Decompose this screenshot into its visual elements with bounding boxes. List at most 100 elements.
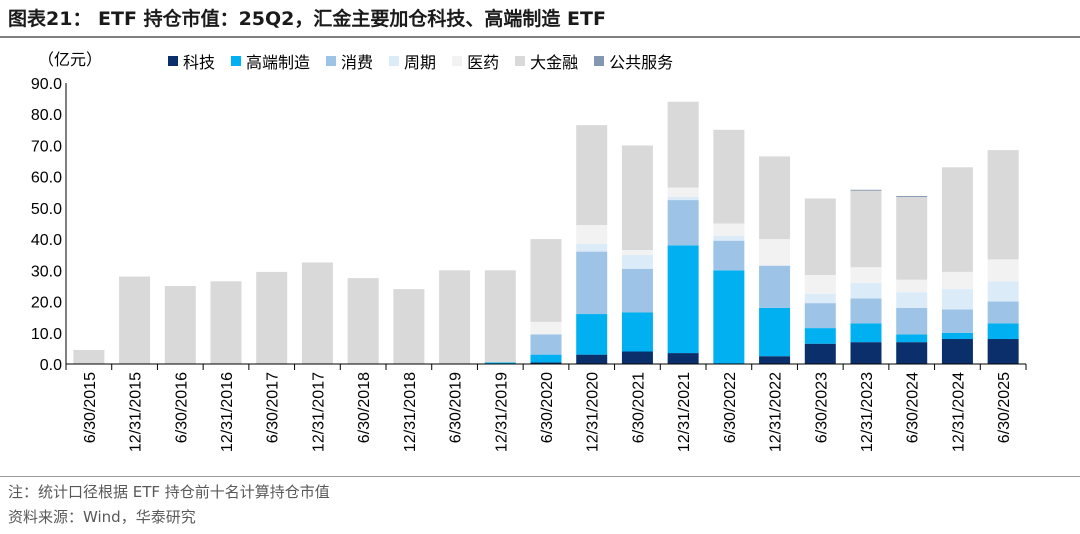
bar-segment — [667, 196, 699, 201]
bar-segment — [576, 314, 608, 355]
bar-segment — [621, 250, 653, 255]
x-tick-label: 6/30/2021 — [630, 372, 647, 443]
bar-segment — [850, 189, 882, 191]
x-tick-label: 12/31/2020 — [585, 372, 602, 452]
bar-segment — [941, 309, 973, 333]
bar-segment — [804, 293, 836, 304]
x-tick-label: 6/30/2015 — [82, 372, 99, 443]
footer-divider — [0, 476, 1080, 477]
bar-segment — [896, 292, 928, 308]
bar-segment — [759, 156, 791, 240]
bar-segment — [759, 356, 791, 364]
y-tick-label: 80.0 — [31, 107, 62, 124]
bar-segment — [804, 275, 836, 294]
bar-segment — [576, 251, 608, 315]
bar-segment — [850, 298, 882, 324]
bar-segment — [73, 349, 105, 364]
bar-segment — [439, 270, 471, 364]
legend-label: 周期 — [404, 53, 437, 72]
legend-label: 医药 — [467, 53, 500, 72]
legend-item: 科技 — [168, 49, 215, 73]
y-tick-label: 70.0 — [31, 138, 62, 155]
x-tick-label: 6/30/2020 — [539, 372, 556, 443]
y-tick-label: 30.0 — [31, 263, 62, 280]
bar-segment — [850, 342, 882, 364]
bar-segment — [164, 285, 196, 364]
x-tick-label: 12/31/2018 — [402, 372, 419, 452]
bar-segment — [484, 362, 516, 364]
bar-segment — [484, 270, 516, 363]
bar-segment — [621, 145, 653, 251]
bar-segment — [530, 239, 562, 322]
bar-segment — [621, 351, 653, 364]
legend-swatch — [168, 56, 178, 66]
bar-segment — [941, 339, 973, 364]
y-tick-label: 20.0 — [31, 295, 62, 312]
bar-segment — [941, 289, 973, 310]
x-tick-label: 6/30/2025 — [996, 372, 1013, 443]
bar-segment — [850, 282, 882, 299]
bar-segment — [210, 281, 242, 364]
bar-segment — [530, 321, 562, 335]
bar-segment — [576, 243, 608, 252]
bar-segment — [850, 267, 882, 283]
y-tick-label: 50.0 — [31, 201, 62, 218]
bar-segment — [530, 334, 562, 355]
bar-segment — [667, 187, 699, 197]
x-tick-label: 6/30/2023 — [813, 372, 830, 443]
x-tick-label: 6/30/2022 — [722, 372, 739, 443]
legend-swatch — [594, 56, 605, 66]
bar-segment — [759, 239, 791, 266]
x-tick-label: 6/30/2018 — [356, 372, 373, 443]
bar-segment — [941, 167, 973, 272]
legend-label: 高端制造 — [246, 53, 311, 72]
bar-segment — [804, 198, 836, 276]
bar-segment — [759, 265, 791, 308]
x-tick-label: 12/31/2023 — [859, 372, 876, 452]
bar-segment — [667, 200, 699, 246]
bar-segment — [941, 271, 973, 290]
x-tick-label: 12/31/2022 — [768, 372, 785, 452]
x-tick-label: 6/30/2019 — [448, 372, 465, 443]
bar-segment — [713, 270, 745, 364]
bar-segment — [713, 129, 745, 224]
bar-segment — [896, 307, 928, 335]
bar-segment — [896, 196, 928, 197]
chart-legend: 科技 高端制造 消费 周期 医药 大金融 公共服务 — [168, 49, 673, 73]
y-tick-label: 0.0 — [40, 357, 62, 374]
bar-segment — [987, 259, 1019, 282]
legend-item: 周期 — [389, 49, 436, 73]
chart-note: 注：统计口径根据 ETF 持仓前十名计算持仓市值 — [8, 483, 330, 501]
y-tick-label: 60.0 — [31, 170, 62, 187]
x-tick-label: 12/31/2017 — [310, 372, 327, 452]
bar-segment — [576, 354, 608, 364]
x-tick-label: 12/31/2015 — [128, 372, 145, 452]
bar-segment — [987, 150, 1019, 260]
bar-segment — [621, 254, 653, 269]
chart-title: 图表21： ETF 持仓市值：25Q2，汇金主要加仓科技、高端制造 ETF — [8, 8, 606, 30]
bar-segment — [347, 278, 379, 364]
bar-segment — [804, 343, 836, 364]
x-tick-label: 6/30/2024 — [905, 372, 922, 443]
chart-source: 资料来源：Wind，华泰研究 — [8, 508, 196, 526]
bar-segment — [713, 240, 745, 271]
bar-segment — [713, 223, 745, 236]
legend-item: 高端制造 — [231, 49, 310, 73]
legend-swatch — [389, 56, 400, 66]
y-tick-label: 90.0 — [31, 76, 62, 93]
bar-segment — [759, 307, 791, 357]
bar-segment — [987, 301, 1019, 324]
bar-segment — [119, 276, 151, 364]
bar-segment — [530, 362, 562, 364]
bar-segment — [896, 342, 928, 364]
legend-swatch — [452, 56, 463, 66]
legend-swatch — [515, 56, 526, 66]
legend-label: 消费 — [341, 53, 374, 72]
x-tick-label: 6/30/2017 — [265, 372, 282, 443]
bar-segment — [987, 323, 1019, 340]
bar-segment — [667, 245, 699, 354]
bar-segment — [667, 353, 699, 364]
legend-label: 公共服务 — [609, 53, 674, 72]
bar-segment — [256, 271, 288, 364]
bar-segment — [393, 289, 425, 364]
